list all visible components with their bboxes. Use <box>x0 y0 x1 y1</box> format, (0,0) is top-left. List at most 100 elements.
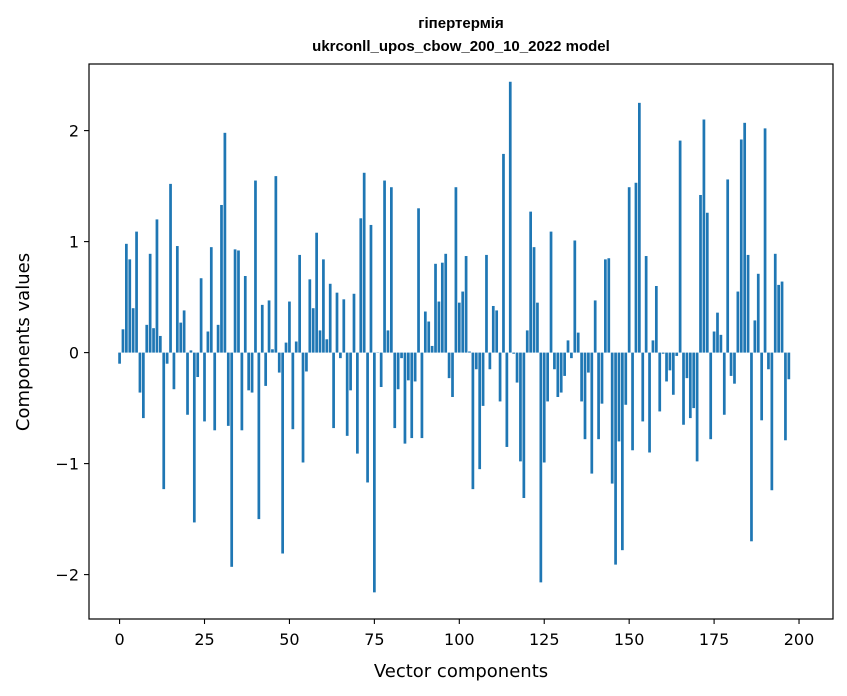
bar <box>396 352 400 390</box>
bar <box>675 352 679 356</box>
bar <box>631 352 634 451</box>
chart-subtitle: ukrconll_upos_cbow_200_10_2022 model <box>312 38 610 55</box>
bar <box>539 352 543 583</box>
bar <box>502 153 505 353</box>
bar <box>162 352 166 490</box>
bar <box>203 352 206 422</box>
bar <box>705 212 709 353</box>
bar <box>444 253 448 353</box>
bar <box>583 352 587 440</box>
bar <box>135 231 138 353</box>
bar <box>457 302 461 353</box>
bar <box>390 187 393 353</box>
bar <box>556 352 560 397</box>
bar <box>250 352 254 393</box>
bar <box>243 276 247 353</box>
bar <box>638 102 641 353</box>
bar <box>719 334 723 353</box>
bar <box>220 204 223 353</box>
bar <box>209 247 213 353</box>
bar <box>610 352 614 484</box>
bar <box>546 352 549 402</box>
bar <box>634 182 638 353</box>
bar <box>481 352 485 406</box>
bar <box>284 342 288 353</box>
bar <box>627 187 631 353</box>
bar <box>495 310 499 353</box>
y-tick-label: 2 <box>69 122 79 141</box>
bar <box>464 256 468 353</box>
bar <box>356 352 359 454</box>
bar <box>563 352 566 376</box>
bar <box>692 352 696 409</box>
bar <box>600 352 604 404</box>
bar <box>352 293 356 353</box>
bar <box>729 352 733 376</box>
bar <box>767 352 770 370</box>
bar <box>121 329 125 353</box>
bar <box>536 302 539 353</box>
bar <box>661 352 665 354</box>
x-tick-label: 25 <box>194 630 214 649</box>
bar <box>753 320 757 353</box>
bar <box>423 311 427 353</box>
bar <box>257 352 261 520</box>
bar <box>386 330 390 353</box>
x-tick-label: 100 <box>444 630 475 649</box>
bar <box>624 352 628 405</box>
bar <box>406 352 410 381</box>
bar <box>393 352 397 429</box>
bar <box>339 352 342 359</box>
x-tick-label: 75 <box>364 630 384 649</box>
bar <box>485 254 488 353</box>
bar <box>570 352 573 359</box>
x-axis-ticks: 0 25 50 75 100 125 150 175 200 <box>114 619 814 649</box>
bars-group <box>118 81 791 593</box>
bar <box>437 301 441 353</box>
bar <box>648 352 651 453</box>
bar <box>519 352 522 462</box>
bar <box>128 259 132 353</box>
bar <box>780 281 784 353</box>
bar <box>305 352 308 372</box>
bar <box>420 352 424 439</box>
bar <box>267 300 271 353</box>
bar <box>474 352 478 370</box>
bar <box>434 263 437 353</box>
bar <box>325 339 329 353</box>
bar <box>505 352 509 447</box>
bar <box>383 180 386 353</box>
bar <box>739 139 743 353</box>
bar <box>247 352 251 391</box>
bar <box>454 187 458 353</box>
bar <box>182 310 186 353</box>
bar <box>678 140 682 353</box>
bar <box>318 330 322 353</box>
bar <box>644 256 648 353</box>
bar <box>145 324 149 353</box>
bar <box>328 283 332 353</box>
bar <box>685 352 689 379</box>
bar <box>542 352 546 463</box>
bar <box>784 352 787 441</box>
bar <box>373 352 376 593</box>
bar <box>576 332 580 353</box>
x-axis-label: Vector components <box>374 661 548 682</box>
bar <box>770 352 774 491</box>
x-tick-label: 50 <box>279 630 299 649</box>
bar <box>230 352 234 567</box>
bar <box>750 352 753 542</box>
bar <box>175 246 179 353</box>
bar <box>702 119 706 353</box>
bar <box>549 231 553 353</box>
bar <box>695 352 699 462</box>
bar <box>566 340 570 353</box>
bar <box>366 352 369 483</box>
bar <box>311 308 315 353</box>
bar <box>199 278 203 353</box>
bar <box>294 341 298 353</box>
bar <box>281 352 284 554</box>
bar <box>447 352 451 379</box>
bar <box>722 352 726 415</box>
bar <box>301 352 305 463</box>
